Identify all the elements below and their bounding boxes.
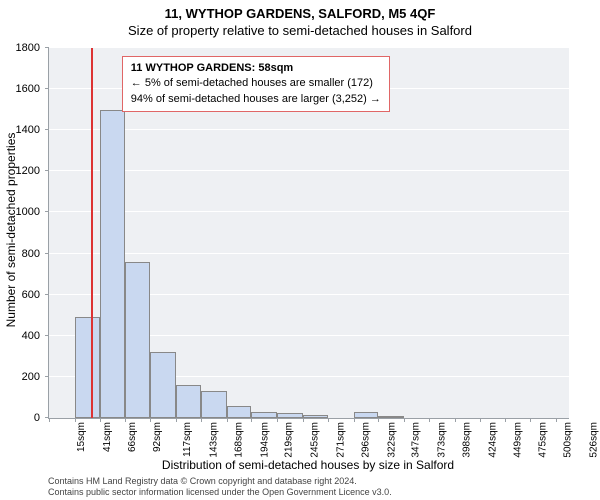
y-tick-mark — [45, 376, 49, 377]
y-tick-mark — [45, 211, 49, 212]
x-tick-label: 449sqm — [512, 422, 523, 458]
histogram-bar — [176, 385, 201, 418]
y-tick-label: 200 — [0, 371, 40, 383]
histogram-bar — [150, 352, 176, 418]
x-tick-label: 475sqm — [538, 422, 549, 458]
x-tick-label: 347sqm — [411, 422, 422, 458]
x-tick-label: 322sqm — [386, 422, 397, 458]
property-marker-line — [91, 48, 93, 418]
histogram-bar — [75, 317, 100, 418]
x-tick-label: 219sqm — [284, 422, 295, 458]
title-main: 11, WYTHOP GARDENS, SALFORD, M5 4QF — [0, 0, 600, 21]
histogram-bar — [201, 391, 227, 418]
y-axis-label: Number of semi-detached properties — [4, 133, 18, 328]
histogram-bar — [125, 262, 150, 418]
x-tick-label: 526sqm — [589, 422, 600, 458]
info-box-line1: 11 WYTHOP GARDENS: 58sqm — [131, 61, 381, 76]
gridline-h — [49, 170, 569, 171]
info-box-line3: 94% of semi-detached houses are larger (… — [131, 92, 381, 107]
y-tick-mark — [45, 253, 49, 254]
x-tick-label: 373sqm — [437, 422, 448, 458]
y-tick-mark — [45, 335, 49, 336]
chart-plot-area: 11 WYTHOP GARDENS: 58sqm ← 5% of semi-de… — [48, 48, 569, 419]
y-tick-label: 1800 — [0, 42, 40, 54]
x-tick-label: 15sqm — [76, 422, 87, 452]
gridline-h — [49, 253, 569, 254]
histogram-bar — [100, 110, 126, 418]
gridline-h — [49, 129, 569, 130]
x-tick-label: 194sqm — [259, 422, 270, 458]
x-tick-label: 117sqm — [182, 422, 193, 457]
histogram-bar — [227, 406, 252, 418]
y-tick-label: 400 — [0, 330, 40, 342]
x-tick-label: 92sqm — [152, 422, 163, 452]
x-tick-label: 271sqm — [336, 422, 347, 458]
info-box-line2: ← 5% of semi-detached houses are smaller… — [131, 76, 381, 91]
y-tick-mark — [45, 170, 49, 171]
x-tick-label: 143sqm — [209, 422, 220, 458]
x-tick-label: 66sqm — [127, 422, 138, 452]
x-tick-label: 500sqm — [563, 422, 574, 458]
info-box: 11 WYTHOP GARDENS: 58sqm ← 5% of semi-de… — [122, 56, 390, 112]
gridline-h — [49, 47, 569, 48]
y-tick-mark — [45, 129, 49, 130]
footer-line2: Contains public sector information licen… — [48, 487, 568, 498]
x-tick-label: 168sqm — [233, 422, 244, 458]
x-tick-label: 398sqm — [462, 422, 473, 458]
y-tick-mark — [45, 47, 49, 48]
y-tick-label: 1600 — [0, 83, 40, 95]
footer-note: Contains HM Land Registry data © Crown c… — [48, 476, 568, 498]
x-tick-label: 424sqm — [487, 422, 498, 458]
x-tick-label: 245sqm — [310, 422, 321, 458]
y-tick-mark — [45, 88, 49, 89]
x-tick-label: 41sqm — [102, 422, 113, 452]
x-tick-label: 296sqm — [360, 422, 371, 458]
y-tick-mark — [45, 294, 49, 295]
gridline-h — [49, 211, 569, 212]
x-axis-label: Distribution of semi-detached houses by … — [48, 458, 568, 472]
footer-line1: Contains HM Land Registry data © Crown c… — [48, 476, 568, 487]
y-tick-label: 0 — [0, 412, 40, 424]
title-sub: Size of property relative to semi-detach… — [0, 21, 600, 42]
